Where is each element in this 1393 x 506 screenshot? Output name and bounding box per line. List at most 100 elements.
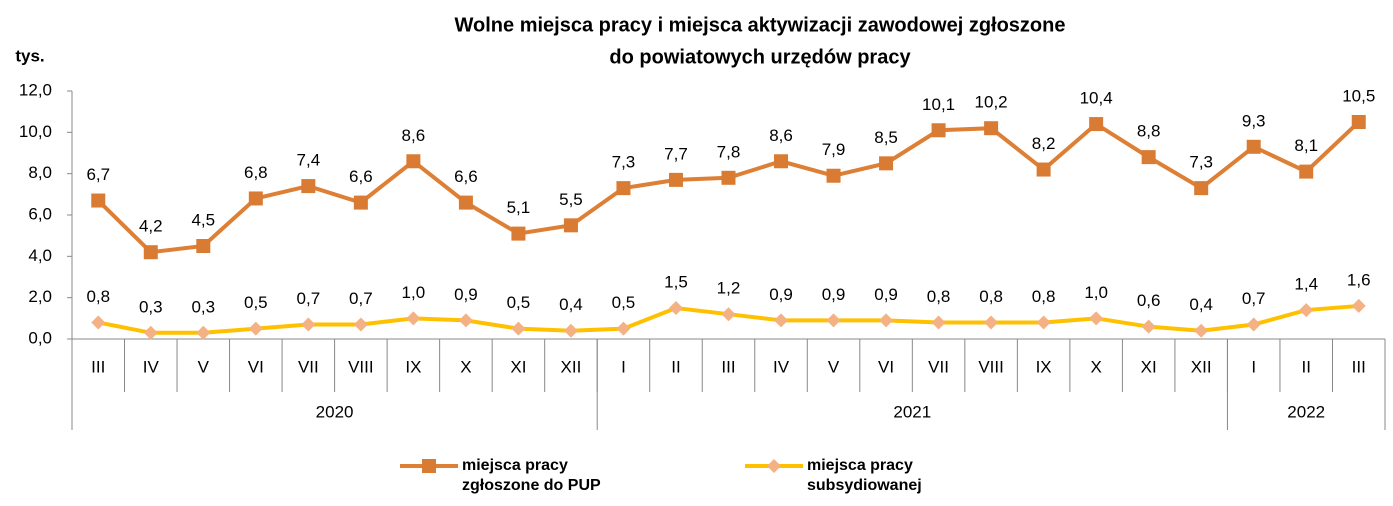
marker xyxy=(984,315,999,330)
data-label: 0,9 xyxy=(822,285,846,304)
data-label: 1,6 xyxy=(1347,270,1371,289)
data-label: 10,5 xyxy=(1342,86,1375,105)
group-label: 2022 xyxy=(1287,402,1325,421)
data-label: 0,9 xyxy=(769,285,793,304)
marker xyxy=(143,325,158,340)
x-tick-label: V xyxy=(198,357,210,376)
data-label: 7,7 xyxy=(664,144,688,163)
y-tick-label: 12,0 xyxy=(19,80,52,99)
marker xyxy=(563,323,578,338)
marker xyxy=(826,168,841,183)
x-tick-label: I xyxy=(1251,357,1256,376)
x-tick-label: II xyxy=(1301,357,1310,376)
marker xyxy=(984,121,999,136)
marker xyxy=(931,315,946,330)
data-label: 8,5 xyxy=(874,128,898,147)
marker xyxy=(616,181,631,196)
marker xyxy=(879,313,894,328)
marker xyxy=(721,307,736,322)
marker xyxy=(1246,317,1261,332)
y-tick-label: 2,0 xyxy=(28,287,52,306)
marker xyxy=(301,179,316,194)
data-label: 0,7 xyxy=(1242,289,1266,308)
data-label: 0,3 xyxy=(139,297,163,316)
data-label: 4,2 xyxy=(139,217,163,236)
data-label: 0,3 xyxy=(191,297,215,316)
data-label: 0,8 xyxy=(979,287,1003,306)
group-label: 2020 xyxy=(316,402,354,421)
data-label: 9,3 xyxy=(1242,111,1266,130)
marker xyxy=(91,315,106,330)
marker xyxy=(668,301,683,315)
marker xyxy=(1089,117,1104,132)
legend-label: miejsca pracy subsydiowanej xyxy=(807,457,922,494)
data-label: 7,9 xyxy=(822,140,846,159)
x-tick-label: IX xyxy=(1036,357,1052,376)
legend-label: miejsca pracy zgłoszone do PUP xyxy=(462,457,601,494)
data-label: 7,3 xyxy=(612,153,636,172)
marker xyxy=(1141,319,1156,334)
marker xyxy=(1089,311,1104,326)
marker xyxy=(301,317,316,332)
data-label: 0,7 xyxy=(297,289,321,308)
data-label: 0,6 xyxy=(1137,291,1161,310)
x-tick-label: VII xyxy=(298,357,319,376)
marker xyxy=(353,195,368,210)
data-label: 6,7 xyxy=(86,165,110,184)
marker xyxy=(91,193,106,208)
x-tick-label: I xyxy=(621,357,626,376)
group-label: 2021 xyxy=(893,402,931,421)
y-tick-label: 8,0 xyxy=(28,163,52,182)
marker xyxy=(931,123,946,138)
data-label: 8,6 xyxy=(769,126,793,145)
marker xyxy=(406,311,421,326)
marker xyxy=(248,321,263,336)
marker xyxy=(774,313,789,328)
marker xyxy=(1246,139,1261,154)
chart-title: Wolne miejsca pracy i miejsca aktywizacj… xyxy=(455,14,1066,36)
marker xyxy=(1194,323,1209,338)
marker xyxy=(826,313,841,328)
marker xyxy=(406,154,421,169)
marker xyxy=(1351,298,1366,313)
y-tick-label: 10,0 xyxy=(19,122,52,141)
y-tick-label: 0,0 xyxy=(28,328,52,347)
marker xyxy=(248,191,263,206)
marker xyxy=(353,317,368,332)
data-label: 8,6 xyxy=(402,126,426,145)
marker xyxy=(458,313,473,328)
data-label: 0,8 xyxy=(1032,287,1056,306)
data-label: 0,5 xyxy=(612,293,636,312)
marker xyxy=(1299,303,1314,318)
marker xyxy=(1351,115,1366,129)
data-label: 7,8 xyxy=(717,142,741,161)
x-tick-label: III xyxy=(721,357,735,376)
data-label: 5,5 xyxy=(559,190,583,209)
data-label: 10,1 xyxy=(922,95,955,114)
data-label: 0,8 xyxy=(86,287,110,306)
data-label: 0,5 xyxy=(244,293,268,312)
marker xyxy=(511,226,526,241)
data-label: 8,8 xyxy=(1137,122,1161,141)
data-label: 1,2 xyxy=(717,279,741,298)
marker xyxy=(1036,162,1051,177)
x-tick-label: XII xyxy=(1191,357,1212,376)
marker xyxy=(196,325,211,340)
data-label: 10,2 xyxy=(975,93,1008,112)
data-label: 0,8 xyxy=(927,287,951,306)
chart-title: do powiatowych urzędów pracy xyxy=(609,46,911,68)
legend-marker xyxy=(767,459,781,473)
y-axis-label: tys. xyxy=(15,46,44,65)
y-tick-label: 6,0 xyxy=(28,204,52,223)
x-tick-label: IV xyxy=(143,357,160,376)
marker xyxy=(563,218,578,233)
marker xyxy=(668,172,683,187)
data-label: 1,5 xyxy=(664,272,688,291)
x-tick-label: VI xyxy=(248,357,264,376)
data-label: 1,0 xyxy=(402,283,426,302)
marker xyxy=(196,239,211,253)
data-label: 1,4 xyxy=(1294,275,1318,294)
data-label: 0,4 xyxy=(559,295,583,314)
